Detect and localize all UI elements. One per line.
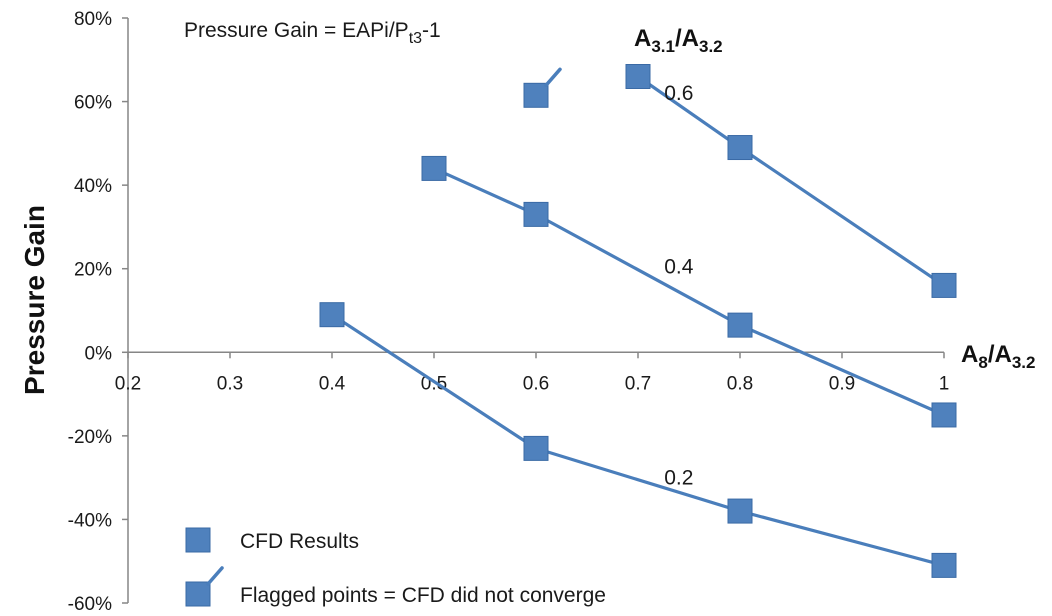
legend-flagged-marker: [185, 581, 211, 607]
data-point-0.2: [931, 552, 957, 578]
data-point-0.6: [931, 272, 957, 298]
y-tick-label: 0%: [85, 343, 113, 364]
legend-label: Flagged points = CFD did not converge: [240, 584, 606, 607]
x-tick-label: 0.8: [727, 373, 753, 394]
axes-layer: -60%-40%-20%0%20%40%60%80%0.2 0.3 0.4 0.5 0.…: [68, 9, 950, 615]
series-line-0.2: [330, 313, 946, 568]
x-axis-label: A8/A3.2: [961, 341, 1035, 372]
legend-flag-icon: [206, 566, 224, 586]
x-tick-label: 0.4: [319, 373, 346, 394]
series-label-0.2: 0.2: [664, 467, 693, 490]
data-point-0.2: [727, 498, 753, 524]
data-point-0.4: [727, 312, 753, 338]
data-point-0.2: [523, 435, 549, 461]
legend-marker: [185, 527, 211, 553]
x-tick-label: 0.9: [829, 373, 855, 394]
series-line-0.6: [636, 74, 946, 287]
y-tick-label: -40%: [68, 510, 112, 531]
x-tick-label: 0.7: [625, 373, 651, 394]
y-tick-label: 60%: [74, 93, 112, 114]
flagged-data-point: [523, 82, 549, 108]
markers-layer: [319, 64, 957, 578]
x-tick-label: 0.2: [115, 373, 141, 394]
y-tick-label: -20%: [68, 427, 112, 448]
series-title: A3.1/A3.2: [634, 25, 723, 56]
legend-label: CFD Results: [240, 530, 359, 553]
legend: CFD Results Flagged points = CFD did not …: [185, 527, 606, 607]
labels-layer: 0.6 0.4 0.2 Pressure Gain = EAPi/Pt3-1 A3.1/…: [19, 19, 1035, 490]
y-tick-label: -60%: [68, 594, 112, 615]
formula-annotation: Pressure Gain = EAPi/Pt3-1: [184, 19, 441, 47]
data-point-0.4: [421, 155, 447, 181]
series-label-0.4: 0.4: [664, 256, 694, 279]
y-tick-label: 80%: [74, 9, 112, 30]
series-label-0.6: 0.6: [664, 82, 693, 105]
series-line-0.4: [432, 166, 946, 417]
flagged-point-flag: [544, 67, 562, 88]
data-point-0.6: [727, 135, 753, 161]
data-point-0.4: [931, 402, 957, 428]
data-point-0.4: [523, 201, 549, 227]
x-tick-label: 0.3: [217, 373, 243, 394]
x-tick-label: 1: [939, 373, 950, 394]
data-point-0.2: [319, 302, 345, 328]
y-axis-label: Pressure Gain: [19, 205, 50, 395]
y-tick-label: 40%: [74, 176, 112, 197]
data-point-0.6: [625, 64, 651, 89]
series-lines-layer: [330, 74, 946, 568]
x-tick-label: 0.6: [523, 373, 549, 394]
y-tick-label: 20%: [74, 260, 112, 281]
